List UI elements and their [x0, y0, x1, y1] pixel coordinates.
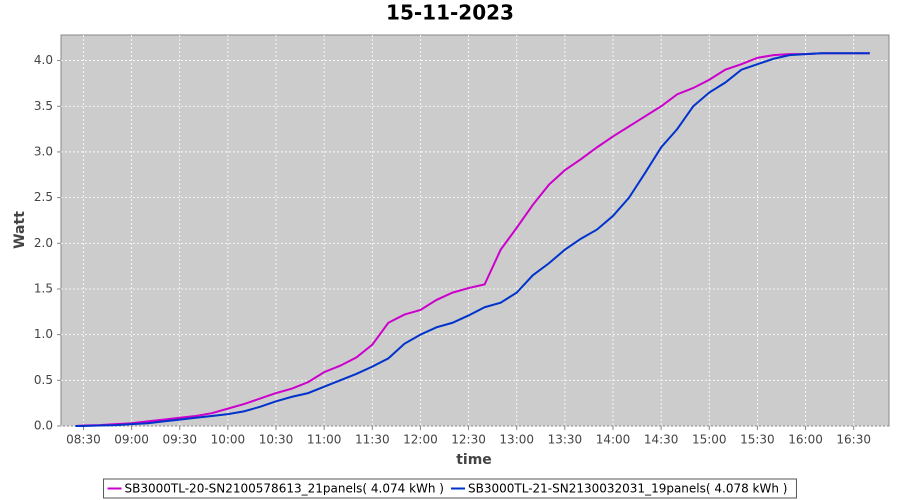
series-line: [75, 52, 870, 427]
y-tick-label: 0.5: [34, 373, 53, 387]
x-tick-label: 15:30: [740, 433, 775, 447]
y-tick-label: 2.5: [34, 190, 53, 204]
x-tick-label: 11:30: [355, 433, 390, 447]
series-line: [75, 52, 870, 427]
x-tick-label: 15:00: [692, 433, 727, 447]
x-tick-label: 14:00: [596, 433, 631, 447]
x-tick-label: 09:00: [114, 433, 149, 447]
x-tick-label: 16:00: [788, 433, 823, 447]
x-tick-label: 08:30: [66, 433, 101, 447]
x-tick-label: 13:00: [499, 433, 534, 447]
legend: SB3000TL-20-SN2100578613_21panels( 4.074…: [103, 478, 797, 499]
y-tick-label: 1.0: [34, 327, 53, 341]
x-tick-label: 14:30: [644, 433, 679, 447]
x-tick-label: 13:30: [548, 433, 583, 447]
chart-title: 15-11-2023: [386, 1, 514, 25]
y-tick-label: 1.5: [34, 281, 53, 295]
x-axis-label: time: [456, 452, 492, 468]
x-tick-label: 12:30: [451, 433, 486, 447]
y-tick-label: 3.0: [34, 144, 53, 158]
legend-label: SB3000TL-20-SN2100578613_21panels( 4.074…: [125, 482, 444, 496]
legend-box: [103, 478, 797, 499]
x-tick-label: 16:30: [836, 433, 871, 447]
x-tick-label: 09:30: [162, 433, 197, 447]
x-tick-label: 10:30: [259, 433, 294, 447]
y-tick-label: 4.0: [34, 53, 53, 67]
legend-label: SB3000TL-21-SN2130032031_19panels( 4.078…: [468, 482, 787, 496]
plot-area: [60, 34, 890, 427]
x-tick-label: 11:00: [307, 433, 342, 447]
y-tick-label: 3.5: [34, 99, 53, 113]
x-tick-label: 12:00: [403, 433, 438, 447]
y-tick-label: 2.0: [34, 236, 53, 250]
x-tick-label: 10:00: [211, 433, 246, 447]
y-tick-label: 0.0: [34, 419, 53, 433]
y-axis-label: Watt: [12, 211, 28, 249]
